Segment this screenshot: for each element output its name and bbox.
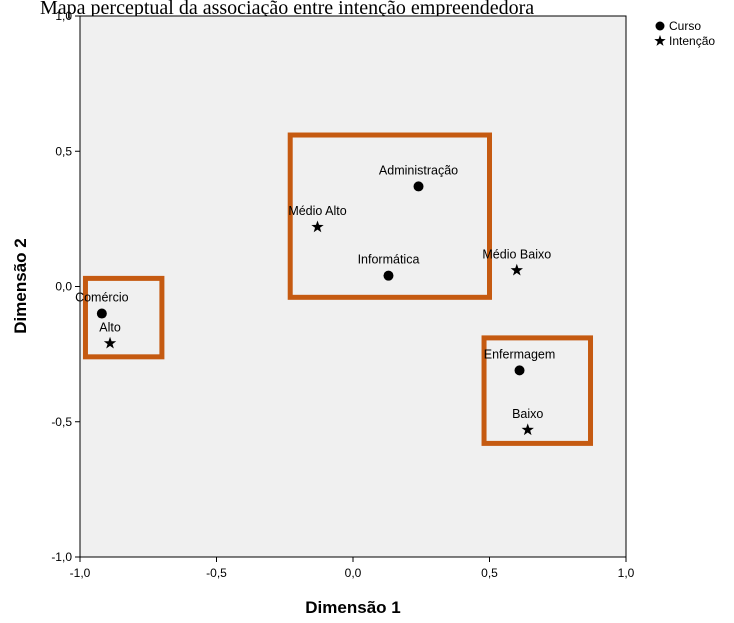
- highlight-box-3: [481, 335, 594, 446]
- y-tick-label: 0,5: [55, 144, 72, 158]
- point-informatica: [383, 270, 394, 281]
- legend-marker-curso: [655, 21, 665, 31]
- x-axis-title: Dimensão 1: [305, 598, 400, 617]
- highlight-box-2: [287, 132, 492, 300]
- legend-label-intencao: Intenção: [669, 34, 715, 48]
- point-medio-alto: [311, 220, 324, 233]
- point-label-medio-baixo: Médio Baixo: [482, 247, 551, 261]
- x-tick-label: 0,5: [481, 566, 498, 580]
- y-tick-label: -1,0: [51, 550, 72, 564]
- y-tick-label: -0,5: [51, 415, 72, 429]
- point-label-alto: Alto: [99, 320, 121, 334]
- point-label-enfermagem: Enfermagem: [484, 347, 556, 361]
- x-tick-label: 1,0: [618, 566, 635, 580]
- point-label-baixo: Baixo: [512, 407, 543, 421]
- highlight-box-1: [82, 275, 165, 360]
- point-label-informatica: Informática: [358, 253, 420, 267]
- x-tick-label: -1,0: [70, 566, 91, 580]
- plot-area: [79, 15, 627, 558]
- highlight-boxes: [82, 132, 594, 446]
- legend-label-curso: Curso: [669, 19, 701, 33]
- y-tick-label: 1,0: [55, 9, 72, 23]
- point-administracao: [413, 181, 424, 192]
- point-label-comercio: Comércio: [75, 291, 129, 305]
- point-baixo: [521, 423, 534, 436]
- chart-title: Mapa perceptual da associação entre inte…: [40, 0, 534, 19]
- x-tick-label: -0,5: [206, 566, 227, 580]
- point-comercio: [96, 308, 107, 319]
- point-label-administracao: Administração: [379, 163, 458, 177]
- data-points: Administração Informática Comércio Enfermag…: [75, 163, 556, 436]
- legend-marker-intencao: [654, 35, 666, 46]
- point-alto: [103, 336, 117, 349]
- y-tick-label: 0,0: [55, 280, 72, 294]
- axes: -1,0 -0,5 0,0 0,5 1,0 1,0 0,5 0,0 -0,5 -1,0: [51, 9, 634, 580]
- point-label-medio-alto: Médio Alto: [288, 204, 346, 218]
- y-axis-title: Dimensão 2: [11, 238, 30, 333]
- point-medio-baixo: [510, 263, 523, 276]
- x-tick-label: 0,0: [345, 566, 362, 580]
- point-enfermagem: [514, 365, 525, 376]
